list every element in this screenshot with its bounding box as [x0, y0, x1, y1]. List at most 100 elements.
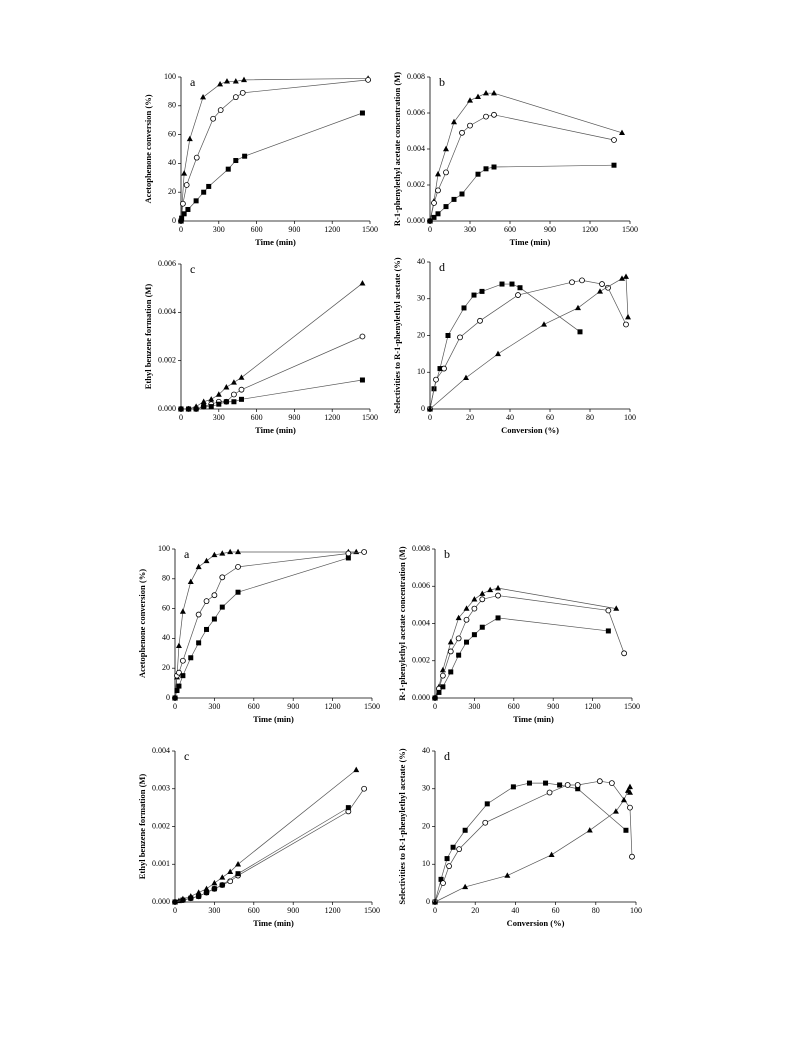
- marker-triangle: [175, 642, 182, 649]
- y-tick-label: 30: [422, 784, 430, 793]
- y-tick-label: 0.004: [407, 144, 425, 153]
- y-axis-label: Acetophenone conversion (%): [143, 94, 153, 203]
- panel-letter: d: [439, 260, 445, 274]
- marker-square: [186, 406, 192, 412]
- marker-square: [206, 183, 212, 189]
- marker-triangle: [463, 374, 469, 380]
- y-tick-label: 10: [422, 859, 430, 868]
- marker-circle: [210, 115, 217, 122]
- x-tick-label: 1200: [325, 906, 341, 915]
- marker-square: [193, 406, 199, 412]
- series-line: [429, 276, 629, 410]
- marker-square: [575, 786, 581, 792]
- x-tick-label: 300: [213, 225, 225, 234]
- marker-square: [475, 171, 481, 177]
- x-tick-label: 60: [552, 906, 560, 915]
- marker-circle: [232, 94, 239, 101]
- marker-triangle: [359, 280, 366, 286]
- y-tick-label: 0: [426, 897, 430, 906]
- x-tick-label: 300: [468, 702, 480, 711]
- panel-letter: a: [190, 75, 196, 89]
- marker-square: [605, 628, 611, 634]
- x-tick-label: 1200: [325, 702, 341, 711]
- marker-triangle: [227, 548, 234, 555]
- marker-circle: [193, 154, 200, 161]
- marker-circle: [515, 292, 521, 298]
- marker-circle: [195, 611, 202, 618]
- marker-square: [196, 893, 202, 899]
- series-line: [429, 92, 623, 222]
- y-tick-label: 0.006: [158, 259, 176, 268]
- x-tick-label: 20: [471, 906, 479, 915]
- panel-letter: c: [190, 262, 195, 276]
- marker-triangle: [619, 275, 625, 281]
- x-tick-label: 300: [464, 225, 476, 234]
- x-tick-label: 40: [511, 906, 519, 915]
- y-tick-label: 100: [164, 72, 176, 81]
- marker-square: [181, 211, 187, 217]
- marker-square: [461, 305, 467, 311]
- series-line: [174, 807, 349, 903]
- marker-square: [509, 281, 515, 287]
- marker-circle: [238, 386, 245, 393]
- marker-triangle: [471, 596, 478, 602]
- panel-letter: a: [184, 547, 190, 561]
- x-tick-label: 1200: [324, 225, 340, 234]
- x-tick-label: 1200: [324, 413, 340, 422]
- marker-square: [359, 110, 365, 116]
- x-tick-label: 0: [173, 906, 177, 915]
- y-tick-label: 0.002: [407, 180, 425, 189]
- series-line: [180, 78, 369, 222]
- marker-triangle: [625, 313, 631, 320]
- marker-square: [484, 801, 490, 807]
- series-line: [181, 336, 363, 410]
- marker-circle: [599, 281, 605, 287]
- marker-circle: [365, 76, 372, 83]
- x-tick-label: 300: [213, 413, 225, 422]
- series-line: [434, 617, 609, 699]
- series-line: [174, 788, 365, 903]
- marker-circle: [495, 592, 501, 599]
- marker-square: [491, 164, 497, 170]
- marker-triangle: [487, 586, 494, 593]
- x-tick-label: 600: [248, 906, 260, 915]
- marker-square: [180, 897, 186, 903]
- x-tick-label: 80: [592, 906, 600, 915]
- marker-triangle: [200, 398, 207, 404]
- series-line: [174, 551, 365, 699]
- marker-triangle: [443, 145, 449, 152]
- x-tick-label: 600: [251, 413, 263, 422]
- marker-triangle: [353, 548, 360, 555]
- marker-square: [499, 281, 505, 287]
- marker-circle: [629, 853, 635, 860]
- marker-circle: [441, 365, 447, 372]
- x-tick-label: 900: [547, 702, 559, 711]
- marker-square: [510, 784, 516, 790]
- x-tick-label: 0: [173, 702, 177, 711]
- marker-circle: [459, 129, 465, 136]
- marker-circle: [203, 598, 210, 605]
- x-tick-label: 80: [586, 413, 594, 422]
- marker-circle: [621, 650, 628, 657]
- y-tick-label: 20: [417, 330, 425, 339]
- series-line: [181, 379, 363, 410]
- marker-square: [432, 695, 438, 701]
- x-tick-label: 1200: [585, 702, 601, 711]
- marker-triangle: [613, 605, 620, 611]
- y-tick-label: 0.002: [412, 656, 430, 665]
- x-axis-label: Time (min): [253, 714, 294, 724]
- marker-triangle: [235, 548, 242, 555]
- chart-panel: 0 300 600 900 1200 1500 0 20 40 60 80 100 Time (min)…: [143, 72, 378, 247]
- marker-triangle: [238, 374, 245, 380]
- marker-square: [211, 886, 217, 892]
- marker-triangle: [195, 563, 202, 570]
- marker-circle: [211, 592, 218, 599]
- chart-panel: 0 20 40 60 80 100 0 10 20 30 40 Conversion (%) Selec…: [397, 746, 642, 928]
- marker-square: [445, 333, 451, 338]
- marker-circle: [345, 550, 352, 557]
- marker-square: [193, 198, 199, 204]
- marker-circle: [482, 819, 489, 826]
- marker-triangle: [186, 135, 193, 142]
- marker-circle: [447, 648, 454, 655]
- x-axis-label: Time (min): [255, 425, 296, 435]
